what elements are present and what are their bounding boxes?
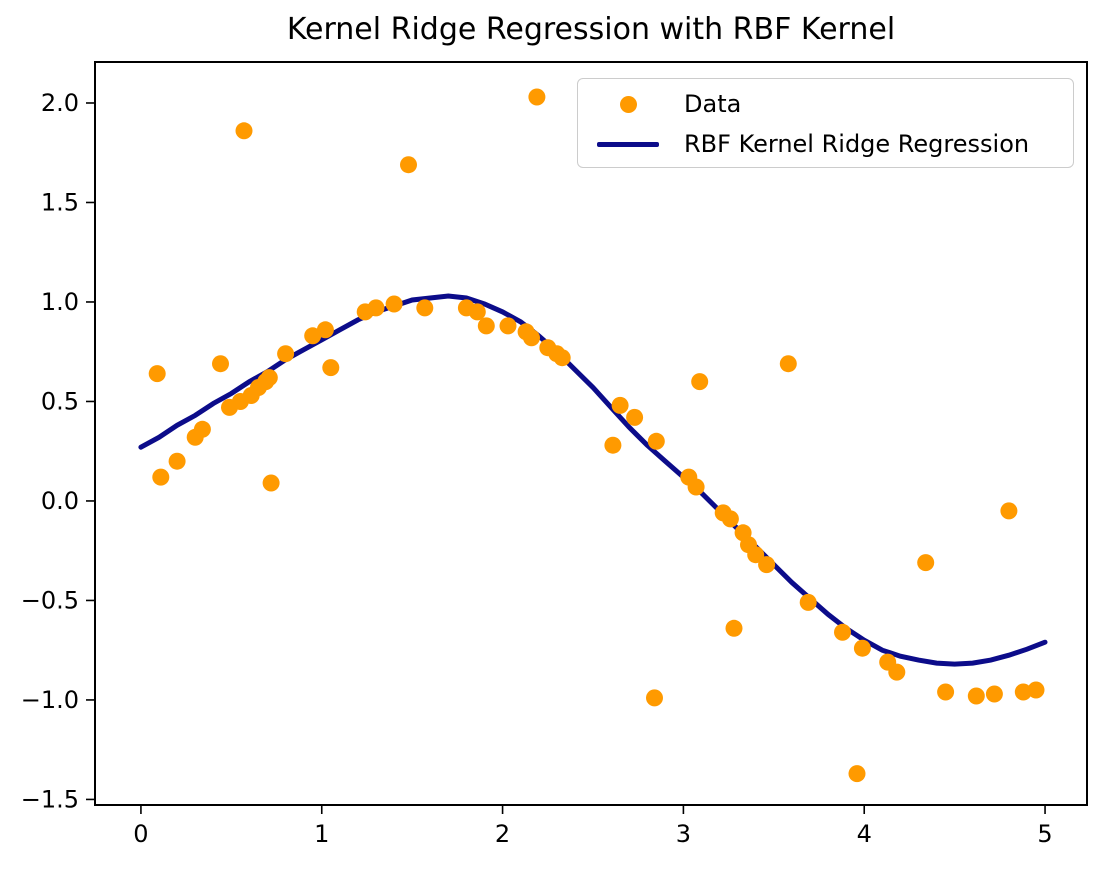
y-axis-tick-label: −1.0 (21, 686, 79, 714)
y-axis-tick-label: 1.5 (41, 188, 79, 216)
legend: Data RBF Kernel Ridge Regression (577, 78, 1074, 168)
data-point (316, 321, 334, 339)
data-point (1027, 681, 1045, 699)
data-point (647, 432, 665, 450)
y-axis-tick-label: 2.0 (41, 89, 79, 117)
data-point (367, 299, 385, 317)
data-point (985, 685, 1003, 703)
data-point (611, 396, 629, 414)
data-point (528, 88, 546, 106)
data-point (260, 369, 278, 387)
y-axis-tick-label: −1.5 (21, 785, 79, 813)
data-point (967, 687, 985, 705)
data-point (212, 355, 229, 373)
data-point (691, 373, 709, 391)
x-axis-tick-label: 1 (314, 820, 329, 848)
legend-regression-label: RBF Kernel Ridge Regression (684, 130, 1030, 158)
legend-entry-regression: RBF Kernel Ridge Regression (578, 127, 1029, 161)
data-point (799, 593, 817, 611)
data-point (385, 295, 403, 313)
data-point (917, 554, 935, 572)
data-point (937, 683, 955, 701)
data-point (721, 510, 739, 528)
data-point (1014, 683, 1032, 701)
data-point (148, 365, 166, 383)
x-axis-tick-label: 4 (857, 820, 872, 848)
data-point (848, 765, 866, 783)
data-point (468, 303, 486, 321)
y-axis-tick-label: 1.0 (41, 288, 79, 316)
data-point (499, 317, 517, 335)
legend-swatch (590, 95, 666, 113)
data-point (553, 349, 571, 367)
data-point (888, 663, 906, 681)
y-axis-tick-label: −0.5 (21, 586, 79, 614)
data-point (725, 619, 743, 637)
data-point (277, 345, 295, 363)
data-point (523, 329, 540, 347)
data-point (304, 327, 322, 345)
data-point (235, 122, 253, 140)
data-point (262, 474, 280, 492)
data-point (400, 156, 417, 174)
legend-data-label: Data (684, 90, 742, 118)
data-point (152, 468, 170, 486)
data-point (477, 317, 495, 335)
data-point (758, 556, 776, 574)
chart-title: Kernel Ridge Regression with RBF Kernel (286, 12, 896, 47)
data-point (687, 478, 705, 496)
legend-swatch (590, 141, 666, 147)
legend-entry-data: Data (578, 87, 741, 121)
y-axis-tick-label: 0.5 (41, 387, 79, 415)
data-point (193, 420, 211, 438)
line-sample-icon (597, 141, 659, 147)
data-point (779, 355, 797, 373)
data-point (853, 639, 871, 657)
data-point (646, 689, 663, 707)
data-point (168, 452, 186, 470)
x-axis-tick-label: 2 (495, 820, 510, 848)
y-axis-tick-label: 0.0 (41, 487, 79, 515)
x-axis-tick-label: 3 (676, 820, 691, 848)
data-point (1000, 502, 1018, 520)
data-point (747, 546, 765, 564)
x-axis-tick-label: 5 (1037, 820, 1052, 848)
data-point (416, 299, 434, 317)
data-point (604, 436, 622, 454)
data-point (626, 408, 644, 426)
scatter-marker-icon (619, 95, 637, 113)
plot-border (94, 61, 1088, 806)
data-point (322, 359, 340, 377)
x-axis-tick-label: 0 (133, 820, 148, 848)
data-point (834, 623, 851, 641)
